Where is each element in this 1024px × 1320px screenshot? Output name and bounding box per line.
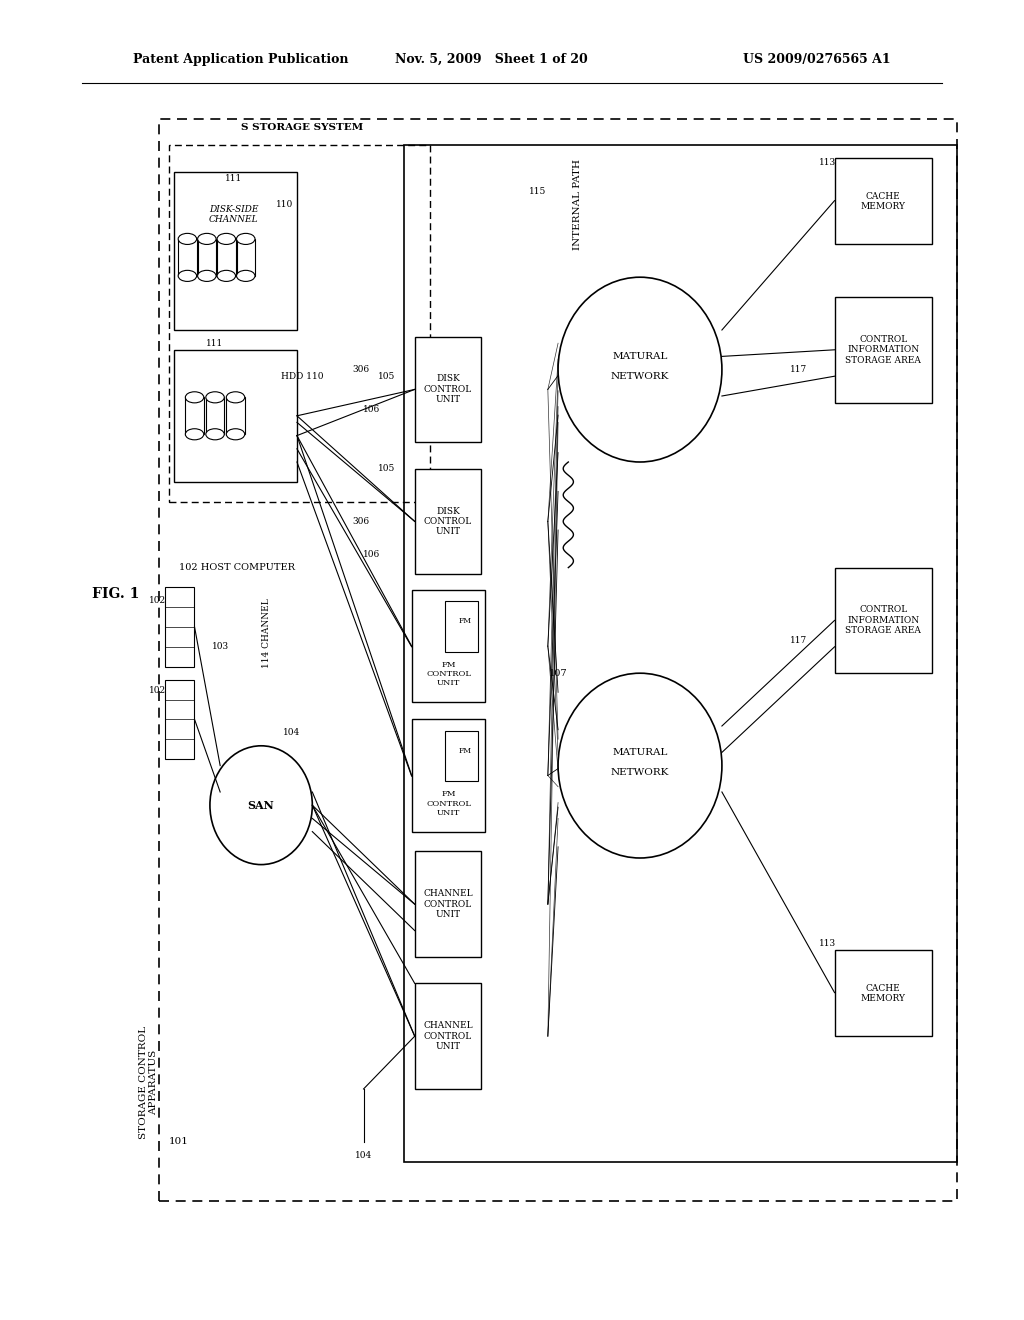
Text: 117: 117 [791, 366, 807, 374]
Text: 111: 111 [225, 174, 242, 182]
FancyBboxPatch shape [412, 590, 485, 702]
FancyBboxPatch shape [198, 239, 216, 276]
Text: 104: 104 [284, 729, 300, 737]
Text: DISK
CONTROL
UNIT: DISK CONTROL UNIT [424, 507, 472, 536]
Ellipse shape [198, 234, 216, 244]
FancyBboxPatch shape [165, 587, 194, 667]
Text: 103: 103 [212, 643, 228, 651]
Text: 105: 105 [379, 465, 395, 473]
Text: FIG. 1: FIG. 1 [92, 587, 139, 601]
Ellipse shape [185, 429, 204, 440]
Text: 102: 102 [148, 686, 166, 694]
Text: 113: 113 [819, 158, 836, 166]
FancyBboxPatch shape [165, 680, 194, 759]
Text: CACHE
MEMORY: CACHE MEMORY [861, 191, 905, 211]
FancyBboxPatch shape [444, 601, 478, 652]
Text: MATURAL: MATURAL [612, 352, 668, 360]
Ellipse shape [237, 271, 255, 281]
Ellipse shape [178, 234, 197, 244]
Text: 110: 110 [276, 201, 293, 209]
Text: STORAGE CONTROL
APPARATUS: STORAGE CONTROL APPARATUS [139, 1026, 158, 1139]
FancyBboxPatch shape [835, 950, 932, 1036]
Ellipse shape [226, 392, 245, 403]
Text: DISK
CONTROL
UNIT: DISK CONTROL UNIT [424, 375, 472, 404]
Text: HDD 110: HDD 110 [281, 372, 324, 380]
FancyBboxPatch shape [237, 239, 255, 276]
Text: 113: 113 [819, 940, 836, 948]
Text: CONTROL
INFORMATION
STORAGE AREA: CONTROL INFORMATION STORAGE AREA [845, 335, 922, 364]
FancyBboxPatch shape [415, 337, 481, 442]
Ellipse shape [217, 271, 236, 281]
Text: 117: 117 [791, 636, 807, 644]
Ellipse shape [237, 234, 255, 244]
FancyBboxPatch shape [444, 731, 478, 781]
Text: CONTROL
INFORMATION
STORAGE AREA: CONTROL INFORMATION STORAGE AREA [845, 606, 922, 635]
Text: CACHE
MEMORY: CACHE MEMORY [861, 983, 905, 1003]
FancyBboxPatch shape [835, 158, 932, 244]
Text: 101: 101 [169, 1138, 189, 1146]
Text: FM
CONTROL
UNIT: FM CONTROL UNIT [426, 661, 471, 688]
Ellipse shape [206, 429, 224, 440]
Ellipse shape [210, 746, 312, 865]
Text: 111: 111 [207, 339, 223, 347]
Text: Nov. 5, 2009   Sheet 1 of 20: Nov. 5, 2009 Sheet 1 of 20 [395, 53, 588, 66]
Text: CHANNEL
CONTROL
UNIT: CHANNEL CONTROL UNIT [423, 1022, 473, 1051]
Text: 106: 106 [364, 550, 380, 558]
FancyBboxPatch shape [178, 239, 197, 276]
Text: 115: 115 [529, 187, 546, 195]
FancyBboxPatch shape [415, 983, 481, 1089]
Text: 106: 106 [364, 405, 380, 413]
FancyBboxPatch shape [415, 851, 481, 957]
Text: FM: FM [459, 747, 472, 755]
FancyBboxPatch shape [835, 297, 932, 403]
FancyBboxPatch shape [185, 397, 204, 434]
FancyBboxPatch shape [415, 469, 481, 574]
Text: CHANNEL
CONTROL
UNIT: CHANNEL CONTROL UNIT [423, 890, 473, 919]
Text: FM: FM [459, 618, 472, 626]
Text: NETWORK: NETWORK [610, 372, 670, 380]
Text: 114 CHANNEL: 114 CHANNEL [262, 599, 270, 668]
Ellipse shape [198, 271, 216, 281]
Text: INTERNAL PATH: INTERNAL PATH [573, 160, 583, 249]
Text: 105: 105 [379, 372, 395, 380]
Text: US 2009/0276565 A1: US 2009/0276565 A1 [743, 53, 891, 66]
Text: DISK-SIDE
CHANNEL: DISK-SIDE CHANNEL [209, 205, 258, 224]
FancyBboxPatch shape [412, 719, 485, 832]
Text: 102 HOST COMPUTER: 102 HOST COMPUTER [179, 564, 295, 572]
FancyBboxPatch shape [226, 397, 245, 434]
FancyBboxPatch shape [217, 239, 236, 276]
Text: 306: 306 [352, 517, 369, 525]
Text: 104: 104 [355, 1151, 372, 1159]
Text: S STORAGE SYSTEM: S STORAGE SYSTEM [241, 123, 364, 132]
Text: MATURAL: MATURAL [612, 748, 668, 756]
Text: Patent Application Publication: Patent Application Publication [133, 53, 348, 66]
Text: 107: 107 [549, 669, 567, 677]
FancyBboxPatch shape [835, 568, 932, 673]
Ellipse shape [226, 429, 245, 440]
Text: 102: 102 [148, 597, 166, 605]
Text: NETWORK: NETWORK [610, 768, 670, 776]
Ellipse shape [206, 392, 224, 403]
Text: FM
CONTROL
UNIT: FM CONTROL UNIT [426, 791, 471, 817]
Ellipse shape [185, 392, 204, 403]
Text: SAN: SAN [248, 800, 274, 810]
Text: 306: 306 [352, 366, 369, 374]
Ellipse shape [217, 234, 236, 244]
Ellipse shape [558, 673, 722, 858]
Ellipse shape [178, 271, 197, 281]
FancyBboxPatch shape [206, 397, 224, 434]
Ellipse shape [558, 277, 722, 462]
